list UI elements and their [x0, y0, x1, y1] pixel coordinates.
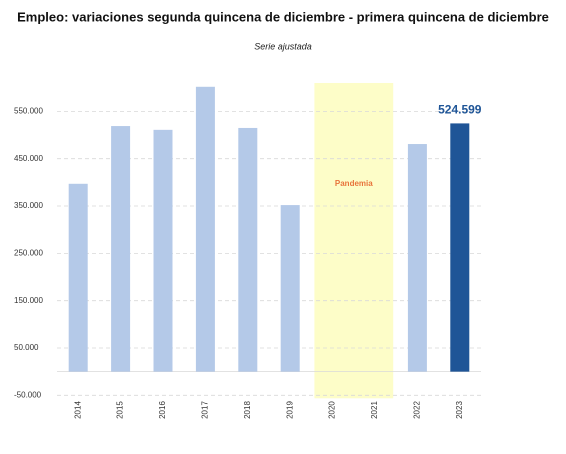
x-tick-label: 2019 [285, 401, 294, 419]
chart-subtitle: Serie ajustada [254, 41, 312, 51]
x-tick-label: 2017 [201, 401, 210, 419]
bar [450, 123, 470, 372]
x-tick-label: 2023 [455, 401, 464, 419]
x-tick-label: 2020 [328, 401, 337, 419]
y-tick-label: 250.000 [14, 248, 43, 257]
chart-title: Empleo: variaciones segunda quincena de … [17, 9, 549, 24]
x-tick-label: 2015 [116, 401, 125, 419]
annotation: Pandemia [335, 179, 373, 188]
x-tick-label: 2014 [73, 401, 82, 419]
x-tick-label: 2016 [158, 401, 167, 419]
bar [280, 205, 300, 372]
y-tick-label: -50.000 [14, 390, 42, 399]
value-label: 524.599 [438, 103, 482, 117]
y-tick-label: 50.000 [14, 343, 39, 352]
bar [68, 183, 88, 372]
bar [407, 144, 427, 372]
y-tick-label: 450.000 [14, 154, 43, 163]
pandemic-band [314, 83, 394, 399]
bar [195, 86, 215, 372]
bar [111, 126, 131, 372]
x-tick-label: 2021 [370, 401, 379, 419]
y-tick-label: 350.000 [14, 201, 43, 210]
y-tick-label: 550.000 [14, 107, 43, 116]
y-tick-label: 150.000 [14, 296, 43, 305]
bar [238, 127, 258, 372]
x-tick-label: 2022 [413, 401, 422, 419]
bar [153, 129, 173, 372]
x-tick-label: 2018 [243, 401, 252, 419]
